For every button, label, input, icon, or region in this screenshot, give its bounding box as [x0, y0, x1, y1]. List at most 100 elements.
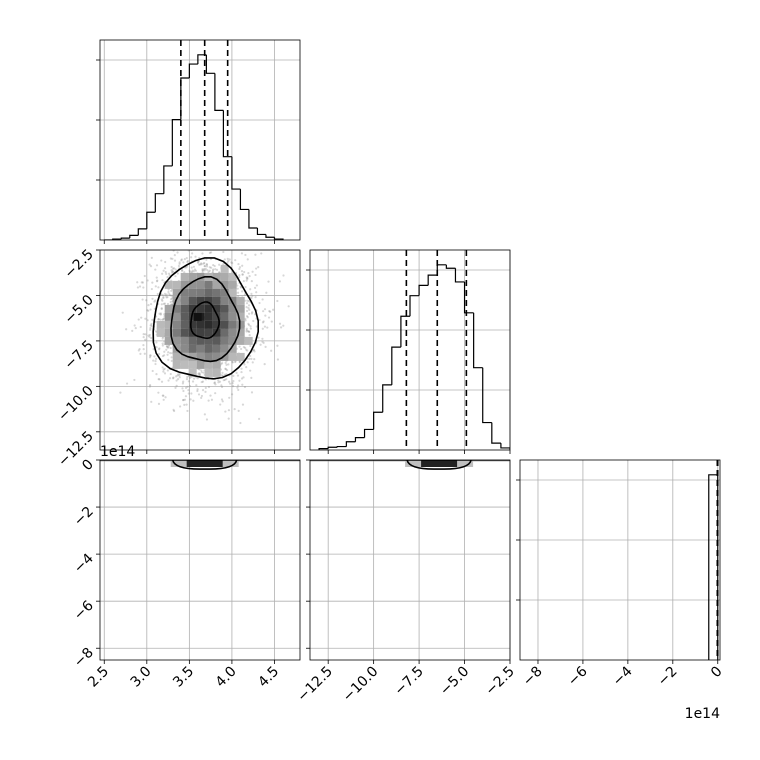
density-cell [204, 304, 213, 313]
scatter-point [238, 274, 241, 277]
scatter-point [173, 235, 175, 237]
scatter-point [214, 268, 217, 271]
scatter-point [249, 369, 252, 372]
scatter-point [212, 268, 215, 271]
density-cell [228, 328, 237, 337]
scatter-point [137, 349, 140, 352]
grid-lines [100, 40, 300, 240]
scatter-point [250, 312, 254, 315]
x-tick-label: 3.5 [170, 664, 197, 691]
scatter-point [243, 235, 245, 237]
scatter-point [261, 321, 265, 324]
y-tick-label: −2 [71, 504, 97, 530]
scatter-point [181, 269, 184, 272]
histogram-bin [318, 448, 329, 450]
density-cell [172, 328, 181, 337]
scatter-point [137, 318, 140, 321]
scatter-point [238, 345, 241, 348]
scatter-point [169, 346, 172, 350]
scatter-point [255, 284, 258, 287]
scatter-point [218, 263, 221, 266]
scatter-point [205, 263, 208, 266]
scatter-point [136, 281, 139, 284]
scatter-point [156, 279, 159, 282]
scatter-point [156, 292, 159, 296]
scatter-point [146, 309, 149, 312]
scatter-point [169, 298, 173, 301]
scatter-point [178, 262, 181, 265]
scatter-point [213, 264, 216, 268]
scatter-point [246, 299, 249, 302]
density-cell [212, 280, 221, 289]
scatter-point [161, 354, 165, 358]
scatter-point [157, 286, 160, 289]
x-tick-label: 3.0 [128, 664, 155, 691]
density-cell [204, 352, 213, 361]
scatter-point [191, 270, 194, 273]
scatter-point [265, 291, 268, 294]
scatter-point [252, 319, 255, 323]
scatter-point [169, 300, 172, 304]
scatter-point [173, 254, 176, 257]
scatter-point [236, 287, 239, 290]
histogram-bin [273, 237, 284, 240]
scatter-point [170, 265, 173, 269]
density-cell [228, 296, 237, 305]
scatter-point [255, 267, 258, 270]
scatter-point [168, 294, 172, 297]
histogram-bin [418, 284, 429, 296]
scatter-point [151, 369, 154, 373]
scatter-point [200, 234, 202, 236]
density-cell [188, 296, 197, 305]
scatter-point [185, 378, 189, 381]
scatter-point [177, 373, 180, 376]
scatter-point [254, 296, 257, 299]
scatter-point [170, 297, 174, 300]
scatter-point [182, 389, 185, 393]
density-cell [180, 272, 189, 281]
scatter-point [218, 380, 222, 383]
scatter-point [257, 336, 260, 339]
scatter-point [241, 403, 245, 406]
scatter-point [201, 268, 204, 271]
density-cell [172, 280, 181, 289]
scatter-point [219, 403, 222, 406]
scatter-point [157, 402, 161, 405]
scatter-point [240, 367, 243, 370]
scatter-point [176, 272, 179, 275]
scatter-point [227, 363, 230, 366]
scatter-point [267, 280, 270, 283]
scatter-point [172, 408, 175, 412]
scatter-point [160, 380, 164, 383]
histogram-bin [327, 446, 338, 449]
scatter-point [142, 347, 145, 351]
scatter-point [166, 353, 169, 356]
scatter-point [245, 279, 248, 282]
scatter-point [267, 316, 271, 319]
scatter-point [173, 267, 176, 270]
scatter-point [237, 409, 240, 412]
density-cell [164, 280, 173, 289]
scatter-point [202, 262, 205, 265]
scatter-point [185, 403, 188, 406]
scatter-point [183, 403, 186, 406]
histogram-bin [265, 234, 275, 238]
scatter-point [246, 330, 250, 333]
scatter-point [249, 354, 252, 358]
histogram-bin [482, 367, 492, 424]
density-cell [180, 360, 189, 369]
scatter-point [167, 358, 170, 361]
scatter-point [207, 385, 211, 389]
scatter-point [243, 385, 247, 389]
scatter-point [160, 307, 163, 311]
scatter-point [176, 374, 179, 377]
scatter-point [249, 327, 252, 330]
scatter-point [188, 376, 192, 379]
density-cell [236, 336, 245, 345]
density-cell [196, 320, 205, 329]
scatter-point [193, 268, 197, 271]
scatter-point [222, 250, 225, 254]
scatter-point [261, 327, 264, 330]
scatter-point [221, 400, 224, 403]
scatter-point [164, 294, 167, 297]
